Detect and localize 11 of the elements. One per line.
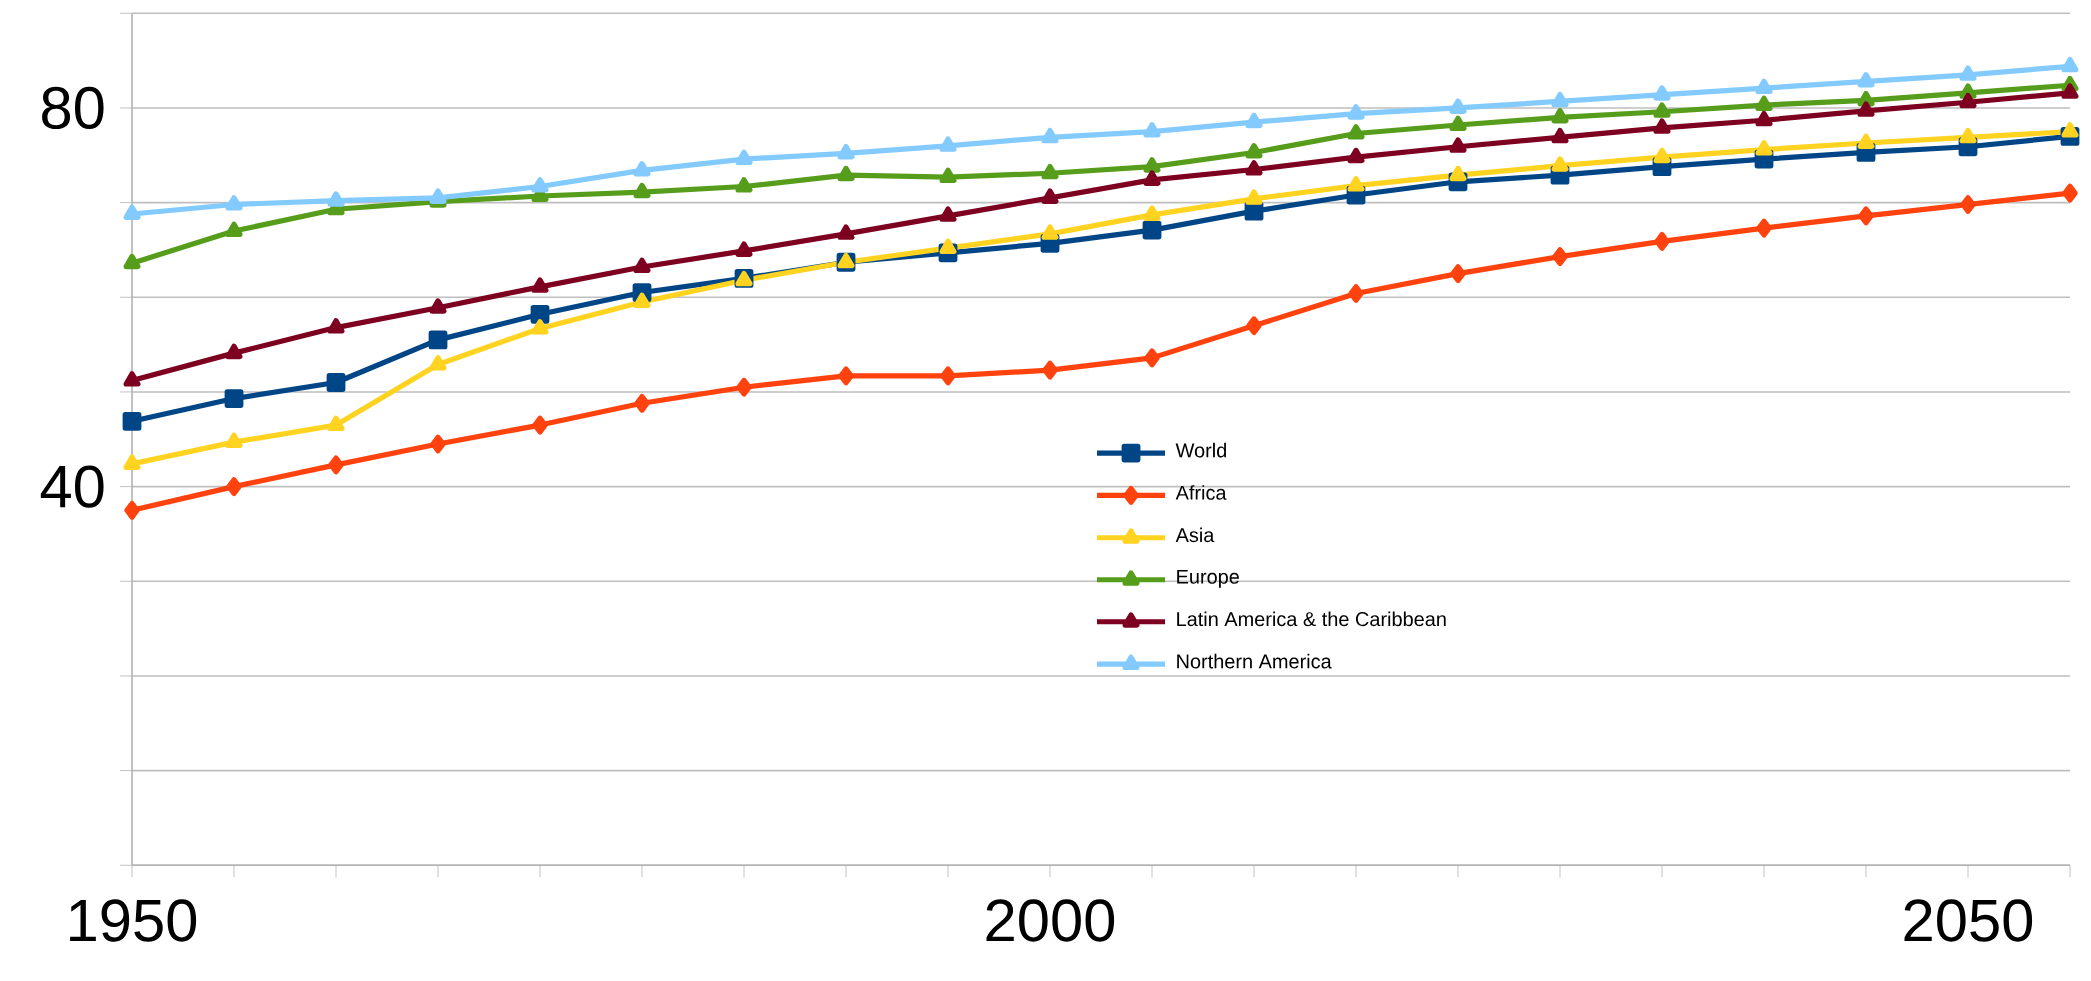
legend-label: Asia <box>1175 527 1215 543</box>
y-tick-label: 80 <box>42 86 104 129</box>
x-tick-label: 2050 <box>1904 899 2033 942</box>
y-tick-label: 40 <box>40 465 104 508</box>
legend-label: Northern America <box>1177 653 1332 669</box>
legend-label: World <box>1175 442 1226 458</box>
x-tick-label: 2000 <box>986 899 1115 942</box>
legend-label: Europe <box>1177 569 1239 588</box>
legend-label: Latin America & the Caribbean <box>1177 611 1446 627</box>
legend-label: Africa <box>1175 485 1227 500</box>
x-tick-label: 1950 <box>70 899 197 942</box>
